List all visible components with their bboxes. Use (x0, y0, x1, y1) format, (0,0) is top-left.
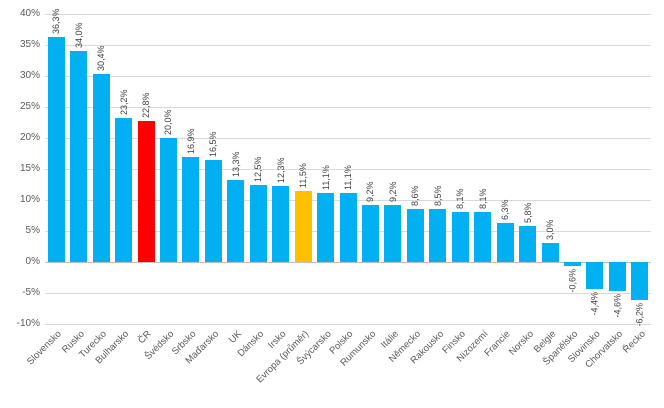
bar-value-label: 11,1% (343, 165, 353, 191)
bar-svycarsko (317, 193, 335, 262)
y-axis-label: 35% (19, 39, 40, 50)
bar-value-label: -0,6% (567, 268, 578, 293)
gridline (45, 138, 651, 139)
bar-value-label: -4,6% (612, 293, 623, 318)
bar-finsko (451, 211, 469, 262)
bar-rakousko (429, 209, 447, 262)
bar-value-label: 9,2% (387, 181, 398, 202)
bar-value-label: 9,2% (365, 181, 376, 202)
y-axis-label: 10% (19, 194, 40, 205)
bar-value-label: 8,6% (410, 185, 421, 206)
y-axis-label: 20% (19, 132, 40, 143)
bar-value-label: 16,5% (208, 131, 219, 157)
x-axis-label-norsko: Norsko (506, 328, 536, 358)
bar-nemecko (406, 208, 424, 262)
bar-value-label: 23,2% (118, 89, 129, 116)
bar-value-label: 20,0% (163, 109, 174, 135)
bar-norsko (519, 226, 537, 262)
bar-polsko (339, 193, 357, 262)
bar-madarsko (204, 159, 222, 262)
bar-value-label: 30,4% (96, 44, 107, 71)
bar-srbsko (182, 157, 200, 262)
gridline (45, 169, 651, 170)
gridline (45, 76, 651, 77)
y-axis-label: 5% (25, 225, 40, 236)
bar-value-label: 3,0% (545, 219, 555, 241)
bar-evropa-prumer (294, 190, 312, 262)
x-axis-label-cr: ČR (136, 328, 154, 347)
y-axis-label: 0% (25, 256, 40, 267)
bar-spanelsko (563, 262, 581, 266)
gridline (45, 107, 651, 108)
bar-svedsko (159, 138, 177, 262)
bar-turecko (92, 73, 110, 262)
bar-recko (631, 262, 649, 301)
x-axis-label-uk: UK (226, 328, 244, 346)
bar-chorvatsko (608, 262, 626, 291)
gridline (45, 45, 651, 46)
bar-value-label: 5,8% (522, 202, 533, 223)
bar-value-label: 11,5% (298, 162, 309, 188)
bar-francie (496, 222, 514, 262)
bar-value-label: 22,8% (141, 92, 151, 118)
bar-irsko (272, 185, 290, 262)
y-axis-label: 40% (19, 8, 40, 19)
bar-value-label: 6,3% (500, 199, 511, 220)
bar-value-label: 8,5% (432, 185, 443, 207)
bar-bulharsko (115, 118, 133, 262)
gridline (45, 293, 651, 294)
gridline (45, 14, 651, 15)
bar-value-label: 11,1% (320, 165, 331, 191)
bar-value-label: 13,3% (230, 150, 241, 177)
y-axis-label: 30% (19, 70, 40, 81)
y-axis-label: 25% (19, 101, 40, 112)
bar-value-label: 36,3% (51, 8, 62, 34)
bar-value-label: 34,0% (73, 22, 84, 49)
bar-rumunsko (361, 205, 379, 262)
bar-slovensko (47, 36, 65, 262)
bar-value-label: 12,5% (253, 155, 264, 182)
bar-cr (137, 120, 155, 262)
zero-axis-line (45, 262, 651, 263)
bar-value-label: -4,4% (589, 292, 600, 316)
x-axis-label-recko: Řecko (620, 328, 648, 356)
y-axis-label: -5% (22, 287, 40, 298)
bar-nizozemi (474, 211, 492, 262)
bar-value-label: 8,1% (455, 188, 466, 209)
bar-slovinsko (586, 262, 604, 290)
bar-italie (384, 205, 402, 262)
gridline (45, 324, 651, 325)
bar-value-label: 12,3% (275, 157, 286, 183)
y-axis-label: -10% (16, 318, 40, 329)
bar-uk (227, 179, 245, 262)
bar-value-label: 16,9% (185, 128, 196, 155)
bar-value-label: -6,2% (634, 303, 645, 327)
x-axis-label-slovensko: Slovensko (25, 328, 65, 368)
bar-dansko (249, 184, 267, 262)
bar-belgie (541, 243, 559, 262)
bar-value-label: 8,1% (477, 188, 488, 209)
y-axis-label: 15% (19, 163, 40, 174)
bar-rusko (70, 51, 88, 262)
